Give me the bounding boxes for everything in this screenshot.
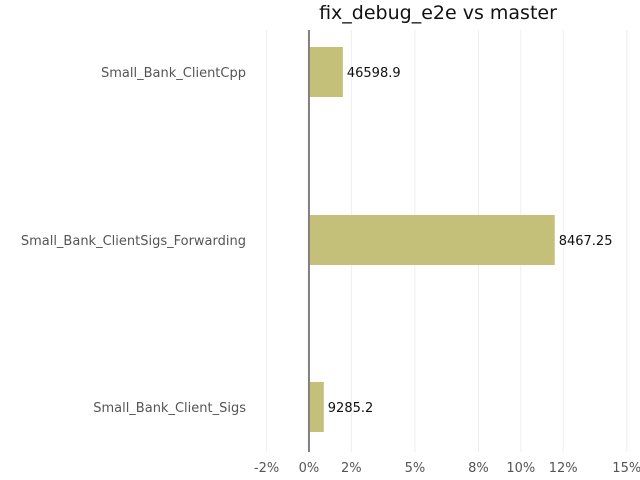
x-axis-ticks: -2% 0% 2% 5% 8% 10% 12% 15%	[254, 461, 640, 476]
bar-layer	[308, 47, 555, 432]
category-label: Small_Bank_Client_Sigs	[93, 401, 246, 416]
data-label: 9285.2	[328, 401, 374, 416]
x-tick-label: 2%	[341, 461, 362, 476]
bar	[308, 382, 324, 432]
data-label: 8467.25	[559, 234, 613, 249]
category-label: Small_Bank_ClientCpp	[101, 66, 246, 81]
x-tick-label: 15%	[612, 461, 640, 476]
x-tick-label: 0%	[299, 461, 320, 476]
x-tick-label: 12%	[549, 461, 578, 476]
bar	[308, 215, 555, 265]
x-tick-label: 8%	[468, 461, 489, 476]
x-tick-label: 5%	[405, 461, 426, 476]
bar	[308, 47, 343, 97]
data-label: 46598.9	[347, 66, 401, 81]
chart-title: fix_debug_e2e vs master	[319, 2, 557, 24]
x-tick-label: -2%	[254, 461, 279, 476]
category-label: Small_Bank_ClientSigs_Forwarding	[21, 234, 246, 249]
label-layer: Small_Bank_ClientCpp 46598.9 Small_Bank_Cl…	[21, 66, 613, 416]
x-tick-label: 10%	[506, 461, 535, 476]
